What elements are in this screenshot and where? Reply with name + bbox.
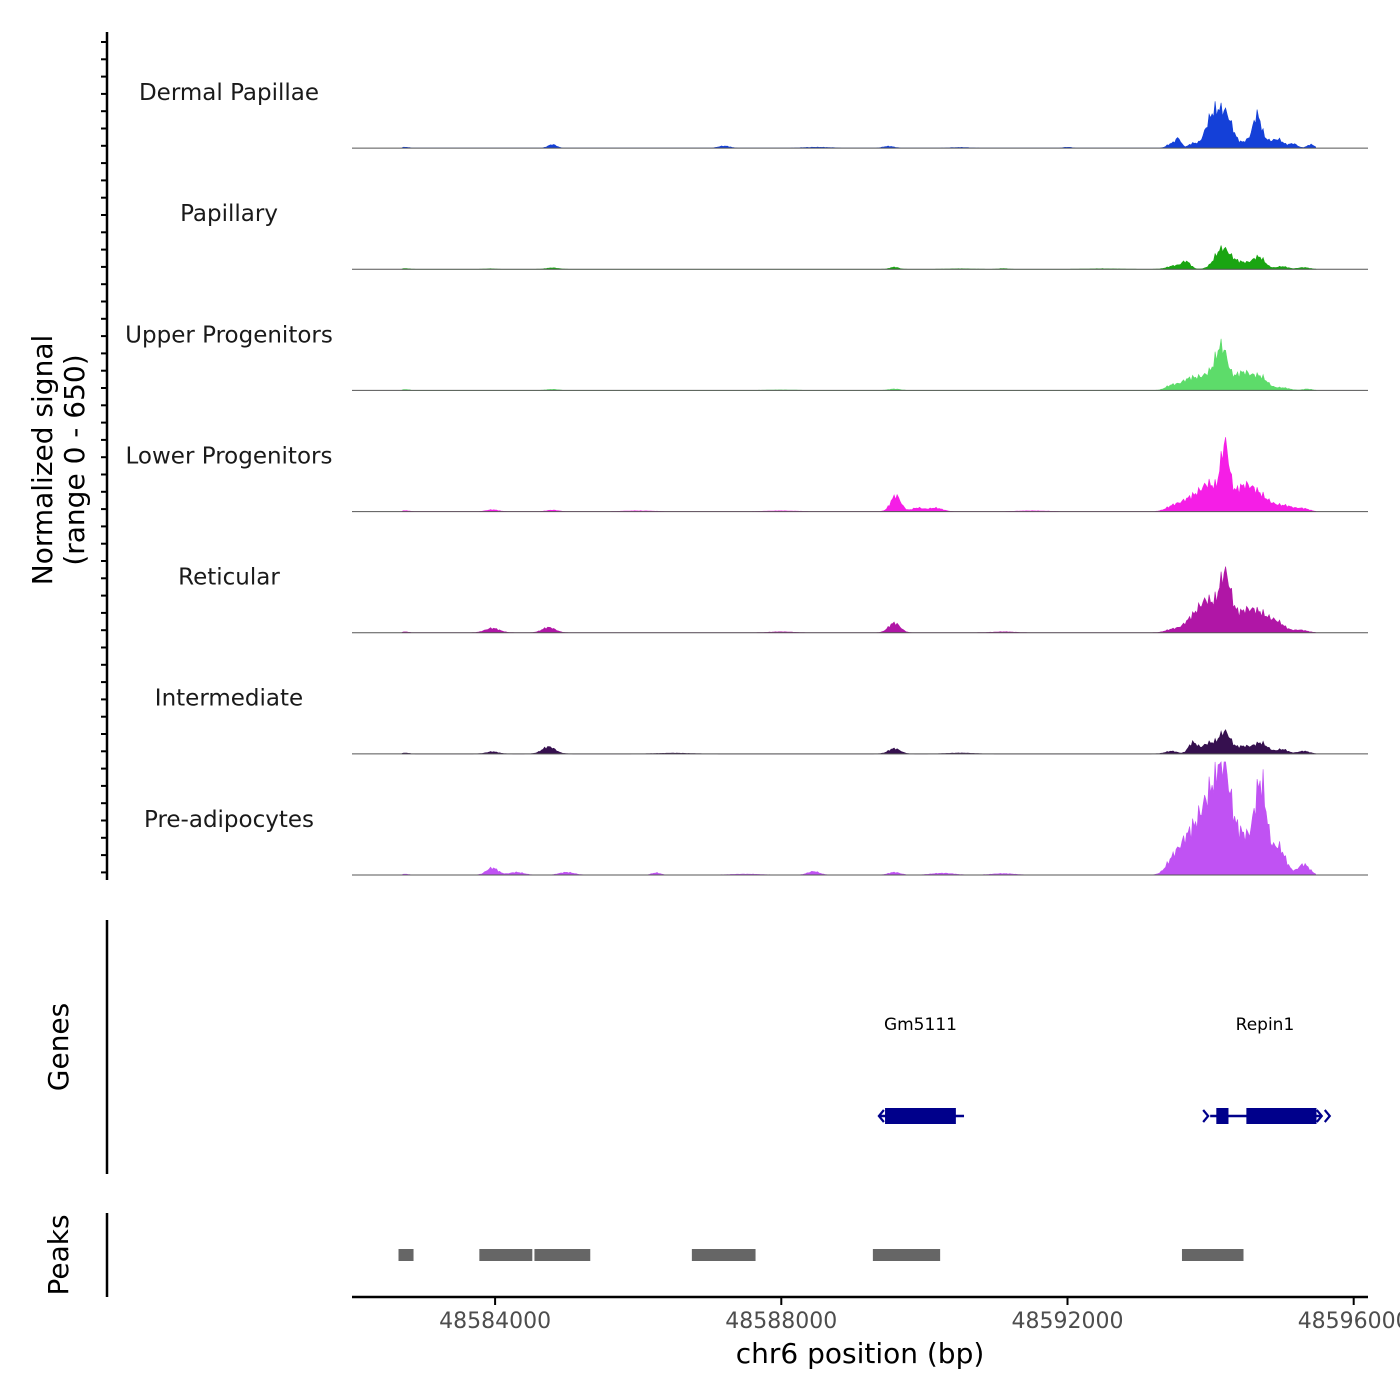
signal-area <box>401 245 1317 270</box>
strand-arrow <box>1202 1109 1210 1123</box>
peak-region <box>398 1249 414 1261</box>
signal-tracks: Dermal Papillae Papillary Upper Progenitor… <box>125 80 1368 876</box>
x-axis-title: chr6 position (bp) <box>736 1337 985 1370</box>
signal-area <box>401 729 1317 755</box>
peak-region <box>479 1249 533 1261</box>
peak-region <box>534 1249 591 1261</box>
x-tick-label: 48592000 <box>1012 1309 1124 1334</box>
peak-region <box>1181 1249 1244 1261</box>
peak-region <box>872 1249 941 1261</box>
signal-area <box>401 437 1317 512</box>
track-label: Intermediate <box>155 686 303 712</box>
gene-gm5111: Gm5111 <box>877 1015 965 1124</box>
x-tick-label: 48588000 <box>725 1309 837 1334</box>
track-pre-adipocytes: Pre-adipocytes <box>144 761 1368 876</box>
signal-area <box>401 761 1317 876</box>
strand-arrow <box>877 1109 885 1123</box>
track-label: Pre-adipocytes <box>144 807 314 833</box>
track-intermediate: Intermediate <box>155 686 1368 755</box>
gene-label: Repin1 <box>1236 1015 1295 1035</box>
gene-label: Gm5111 <box>884 1015 957 1035</box>
x-tick-label: 48596000 <box>1298 1309 1400 1334</box>
gene-exon <box>1216 1108 1229 1124</box>
track-reticular: Reticular <box>178 565 1368 634</box>
track-lower-progenitors: Lower Progenitors <box>126 437 1368 513</box>
gene-annotations: Gm5111 Repin1 <box>877 1015 1332 1124</box>
gene-exon <box>885 1108 956 1124</box>
track-dermal-papillae: Dermal Papillae <box>139 80 1368 149</box>
peaks-track-title: Peaks <box>42 1214 75 1295</box>
signal-area <box>401 101 1317 149</box>
signal-area <box>401 566 1317 634</box>
genes-track-title: Genes <box>42 1003 75 1091</box>
x-tick-label: 48584000 <box>439 1309 551 1334</box>
track-papillary: Papillary <box>180 201 1368 270</box>
signal-area <box>401 338 1317 391</box>
y-axis-range: (range 0 - 650) <box>58 354 91 565</box>
gene-exon <box>1246 1108 1317 1124</box>
track-label: Dermal Papillae <box>139 80 319 106</box>
strand-arrow <box>1315 1109 1324 1123</box>
track-label: Upper Progenitors <box>125 322 333 348</box>
peak-region <box>691 1249 756 1261</box>
x-axis-ticks: 48584000 48588000 48592000 48596000 <box>439 1297 1400 1334</box>
peak-regions <box>398 1249 1244 1261</box>
track-label: Lower Progenitors <box>126 443 333 469</box>
y-axis-title: Normalized signal <box>26 335 59 586</box>
track-label: Reticular <box>178 565 280 591</box>
track-upper-progenitors: Upper Progenitors <box>125 322 1368 391</box>
strand-arrow <box>1323 1109 1332 1123</box>
track-label: Papillary <box>180 201 278 227</box>
gene-repin1: Repin1 <box>1202 1015 1332 1124</box>
signal-y-axis-ticks <box>101 41 107 874</box>
